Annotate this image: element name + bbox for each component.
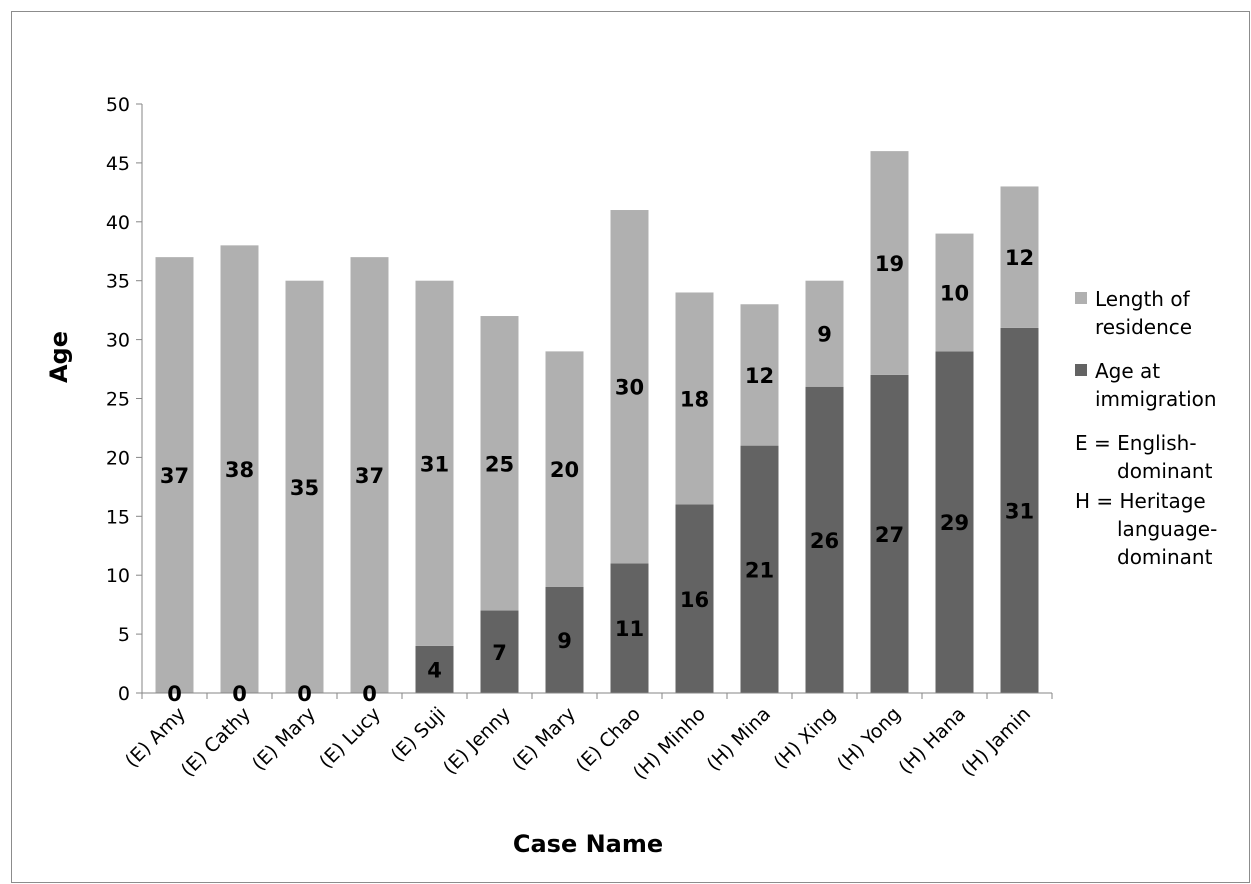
bar-age-at-immigration: [1000, 327, 1039, 693]
bar-age-at-immigration: [545, 586, 584, 693]
data-label-length-of-residence: 37: [160, 464, 189, 488]
x-tick-label: (E) Jenny: [439, 703, 515, 779]
y-tick-label: 10: [106, 565, 130, 587]
data-label-length-of-residence: 18: [680, 388, 709, 412]
bar-length-of-residence: [285, 280, 324, 693]
data-label-age-at-immigration: 7: [492, 641, 507, 665]
data-label-age-at-immigration: 11: [615, 617, 644, 641]
bar-length-of-residence: [935, 233, 974, 352]
y-tick-label: 35: [106, 271, 130, 293]
bar-age-at-immigration: [870, 374, 909, 693]
bar-length-of-residence: [870, 151, 909, 375]
legend-note: H = Heritage: [1075, 489, 1206, 513]
data-label-length-of-residence: 25: [485, 452, 514, 476]
data-labels-layer: 0 37 0 38 0 35 0 37 4 31 7 25 9 20 11 30 16 18 21 12 26 9 27 19…: [160, 246, 1034, 706]
data-label-length-of-residence: 9: [817, 323, 832, 347]
bar-length-of-residence: [1000, 186, 1039, 328]
legend-label: immigration: [1095, 387, 1217, 411]
x-tick-label: (H) Jamin: [957, 703, 1035, 781]
y-tick-label: 5: [118, 624, 130, 646]
bar-age-at-immigration: [675, 504, 714, 693]
bar-age-at-immigration: [480, 610, 519, 693]
y-axis-title: Age: [45, 331, 73, 383]
data-label-age-at-immigration: 27: [875, 523, 904, 547]
bar-age-at-immigration: [805, 386, 844, 693]
bar-length-of-residence: [675, 292, 714, 505]
legend-swatch: [1075, 292, 1087, 304]
data-label-age-at-immigration: 0: [297, 682, 312, 706]
data-label-age-at-immigration: 16: [680, 588, 709, 612]
y-tick-label: 20: [106, 447, 130, 469]
bar-length-of-residence: [740, 304, 779, 446]
bar-length-of-residence: [155, 257, 194, 693]
legend-label: residence: [1095, 315, 1192, 339]
data-label-length-of-residence: 10: [940, 281, 969, 305]
data-label-length-of-residence: 31: [420, 452, 449, 476]
data-label-age-at-immigration: 0: [232, 682, 247, 706]
bar-age-at-immigration: [935, 351, 974, 693]
x-tick-label: (H) Xing: [770, 703, 840, 773]
y-tick-label: 0: [118, 683, 130, 705]
legend-swatch: [1075, 364, 1087, 376]
legend-label: Age at: [1095, 359, 1160, 383]
y-tick-label: 50: [106, 94, 130, 116]
y-tick-label: 15: [106, 506, 130, 528]
data-label-age-at-immigration: 0: [362, 682, 377, 706]
legend: Length of residence Age at immigration E = E…: [1075, 287, 1217, 569]
x-tick-label: (E) Suji: [387, 703, 450, 766]
x-tick-label: (H) Mina: [703, 703, 775, 775]
y-tick-label: 30: [106, 330, 130, 352]
x-tick-label: (E) Lucy: [315, 703, 385, 773]
data-label-age-at-immigration: 31: [1005, 499, 1034, 523]
data-label-length-of-residence: 30: [615, 376, 644, 400]
bars-layer: [155, 151, 1039, 694]
legend-note: language-: [1117, 517, 1217, 541]
data-label-length-of-residence: 20: [550, 458, 579, 482]
data-label-length-of-residence: 19: [875, 252, 904, 276]
bar-length-of-residence: [610, 210, 649, 564]
y-tick-label: 25: [106, 389, 130, 411]
y-tick-label: 40: [106, 212, 130, 234]
legend-note: dominant: [1117, 459, 1213, 483]
legend-note: dominant: [1117, 545, 1213, 569]
bar-length-of-residence: [805, 280, 844, 387]
bar-length-of-residence: [480, 316, 519, 611]
x-axis-title: Case Name: [513, 830, 663, 858]
x-tick-label: (E) Cathy: [177, 703, 255, 781]
bar-length-of-residence: [350, 257, 389, 693]
data-label-length-of-residence: 35: [290, 476, 319, 500]
bar-length-of-residence: [545, 351, 584, 587]
data-label-age-at-immigration: 26: [810, 529, 839, 553]
bar-age-at-immigration: [740, 445, 779, 693]
data-label-age-at-immigration: 9: [557, 629, 572, 653]
bar-age-at-immigration: [610, 563, 649, 693]
data-label-age-at-immigration: 0: [167, 682, 182, 706]
bar-length-of-residence: [415, 280, 454, 646]
data-label-length-of-residence: 38: [225, 458, 254, 482]
data-label-length-of-residence: 12: [745, 364, 774, 388]
bar-length-of-residence: [220, 245, 259, 694]
x-tick-label: (E) Mary: [508, 703, 580, 775]
legend-note: E = English-: [1075, 431, 1197, 455]
bar-age-at-immigration: [415, 645, 454, 693]
data-label-length-of-residence: 37: [355, 464, 384, 488]
data-label-age-at-immigration: 29: [940, 511, 969, 535]
x-tick-label: (H) Yong: [833, 703, 905, 775]
data-label-length-of-residence: 12: [1005, 246, 1034, 270]
y-tick-label: 45: [106, 153, 130, 175]
legend-label: Length of: [1095, 287, 1191, 311]
data-label-age-at-immigration: 21: [745, 558, 774, 582]
x-tick-label: (E) Mary: [248, 703, 320, 775]
data-label-age-at-immigration: 4: [427, 658, 442, 682]
